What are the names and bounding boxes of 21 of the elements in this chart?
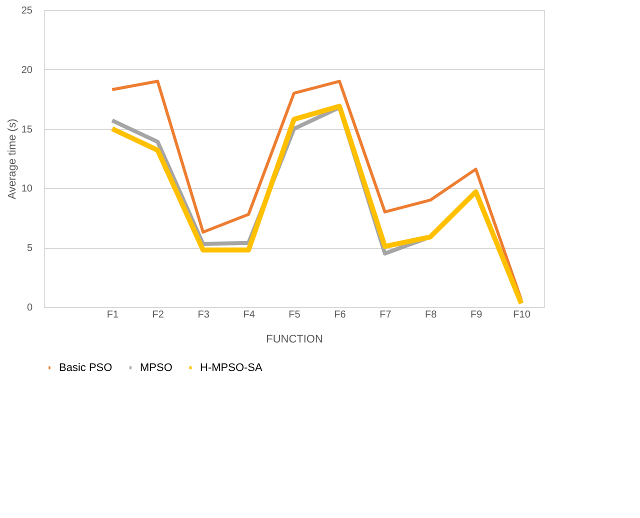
legend-label: Basic PSO xyxy=(59,362,113,374)
x-tick-label: F8 xyxy=(425,310,438,320)
x-tick-label: F2 xyxy=(152,310,164,320)
x-tick-label: F10 xyxy=(513,310,531,320)
legend-label: H-MPSO-SA xyxy=(200,362,263,374)
y-tick-label: 0 xyxy=(26,302,33,314)
x-tick-label: F7 xyxy=(380,310,392,320)
y-tick-label: 10 xyxy=(21,184,33,195)
y-tick-label: 20 xyxy=(21,64,33,76)
x-tick-label: F6 xyxy=(334,310,346,320)
y-axis-title: Average time (s) xyxy=(6,118,18,200)
x-tick-label: F5 xyxy=(288,310,301,320)
legend-label: MPSO xyxy=(140,362,173,374)
x-tick-label: F9 xyxy=(470,310,483,320)
y-tick-label: 5 xyxy=(26,243,33,254)
x-tick-label: F3 xyxy=(198,310,210,320)
y-tick-label: 15 xyxy=(21,124,33,136)
x-tick-label: F4 xyxy=(243,310,256,320)
y-tick-label: 25 xyxy=(21,6,33,16)
x-tick-label: F1 xyxy=(106,310,119,320)
x-axis-title: FUNCTION xyxy=(266,334,323,346)
